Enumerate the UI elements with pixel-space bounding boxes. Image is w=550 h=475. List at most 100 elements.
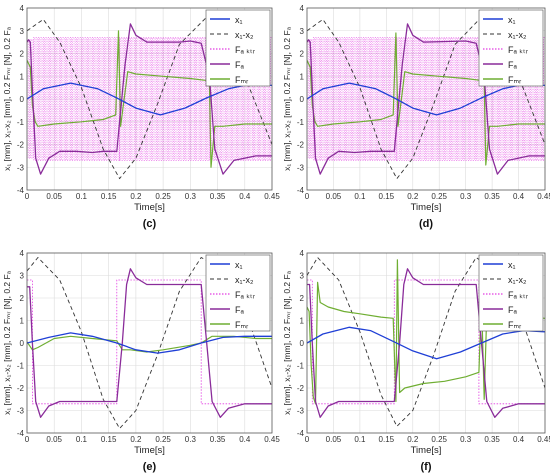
series-layer bbox=[307, 257, 545, 427]
y-tick-label: -3 bbox=[297, 407, 305, 416]
legend-label: Fₐ bbox=[508, 60, 517, 70]
legend-label: x₁-x₂ bbox=[508, 275, 527, 285]
legend: x₁ x₁-x₂ Fₐ ₖₜᵣ Fₐ Fₘᵣ bbox=[205, 9, 271, 87]
legend-label: x₁-x₂ bbox=[235, 30, 254, 40]
axes-frame bbox=[26, 252, 273, 434]
y-tick-label: 3 bbox=[20, 27, 25, 36]
legend-label: Fₐ bbox=[508, 305, 517, 315]
x-tick-label: 0.4 bbox=[239, 192, 251, 201]
y-axis-label: x₁ [mm], x₁-x₂ [mm], 0.2 Fₘᵣ [N], 0.2 Fₐ bbox=[282, 26, 292, 171]
x-tick-label: 0.35 bbox=[210, 435, 226, 444]
legend-label: x₁ bbox=[508, 260, 516, 270]
series-layer bbox=[307, 16, 545, 180]
x-axis-label: Time[s] bbox=[411, 445, 442, 456]
axes-frame bbox=[306, 7, 546, 191]
series-x1 bbox=[27, 82, 272, 116]
series-fmr bbox=[307, 259, 545, 405]
series-fa bbox=[307, 268, 545, 418]
legend: x₁ x₁-x₂ Fₐ ₖₜᵣ Fₐ Fₘᵣ bbox=[478, 9, 544, 87]
series-fa bbox=[307, 23, 545, 175]
y-axis-label: x₁ [mm], x₁-x₂ [mm], 0.2 Fₘᵣ [N], 0.2 Fₐ bbox=[282, 270, 292, 415]
y-tick-label: -1 bbox=[17, 118, 25, 127]
y-axis-label: x₁ [mm], x₁-x₂ [mm], 0.2 Fₘᵣ [N], 0.2 Fₐ bbox=[2, 270, 12, 415]
y-tick-label: 1 bbox=[20, 72, 25, 81]
y-tick-label: 1 bbox=[300, 72, 305, 81]
x-tick-label: 0.2 bbox=[130, 435, 142, 444]
y-tick-label: -4 bbox=[17, 186, 25, 195]
series-fa bbox=[27, 268, 272, 418]
y-tick-label: 0 bbox=[300, 339, 305, 348]
y-tick-label: 0 bbox=[300, 95, 305, 104]
x-tick-label: 0.05 bbox=[46, 435, 62, 444]
y-tick-label: -2 bbox=[297, 384, 305, 393]
series-fa bbox=[27, 23, 272, 175]
legend-label: x₁ bbox=[508, 15, 516, 25]
chart-panel-e: 0 0.05 0.1 0.15 0.2 0.25 0.3 0.35 0.4 0.45 -4 -3 -2 -… bbox=[2, 249, 280, 473]
legend-label: Fₐ ₖₜᵣ bbox=[235, 45, 255, 55]
x-tick-label: 0.15 bbox=[101, 192, 117, 201]
chart-panel-f: 0 0.05 0.1 0.15 0.2 0.25 0.3 0.35 0.4 0.45 -4 -3 -2 -… bbox=[282, 249, 550, 473]
x-tick-label: 0.35 bbox=[484, 435, 500, 444]
y-tick-label: -1 bbox=[297, 118, 305, 127]
x-tick-label: 0.25 bbox=[431, 192, 447, 201]
series-x1 bbox=[307, 326, 545, 360]
legend-label: Fₘᵣ bbox=[235, 75, 248, 85]
x-tick-label: 0.1 bbox=[76, 435, 88, 444]
x-tick-label: 0 bbox=[305, 435, 310, 444]
x-axis-label: Time[s] bbox=[411, 202, 442, 213]
y-tick-label: -3 bbox=[17, 163, 25, 172]
y-tick-label: 4 bbox=[20, 249, 25, 258]
x-tick-label: 0.1 bbox=[76, 192, 88, 201]
y-tick-label: 2 bbox=[300, 50, 305, 59]
chart-panel-d: 0 0.05 0.1 0.15 0.2 0.25 0.3 0.35 0.4 0.45 -4 -3 -2 -… bbox=[282, 4, 550, 230]
y-tick-label: 0 bbox=[20, 95, 25, 104]
axes-frame bbox=[26, 7, 273, 191]
legend-label: Fₘᵣ bbox=[235, 320, 248, 330]
y-tick-label: 1 bbox=[20, 317, 25, 326]
x-axis-label: Time[s] bbox=[134, 202, 165, 213]
x-tick-label: 0.15 bbox=[379, 435, 395, 444]
x-tick-label: 0.3 bbox=[460, 435, 472, 444]
x-tick-label: 0.3 bbox=[185, 435, 197, 444]
y-tick-label: -4 bbox=[297, 429, 305, 438]
legend: x₁ x₁-x₂ Fₐ ₖₜᵣ Fₐ Fₘᵣ bbox=[478, 254, 544, 332]
y-tick-label: -3 bbox=[297, 163, 305, 172]
x-tick-label: 0 bbox=[305, 192, 310, 201]
y-tick-label: 2 bbox=[20, 50, 25, 59]
x-tick-label: 0.25 bbox=[155, 192, 171, 201]
x-tick-label: 0.4 bbox=[513, 435, 525, 444]
y-tick-label: 3 bbox=[300, 27, 305, 36]
y-tick-label: -4 bbox=[297, 186, 305, 195]
y-tick-label: 3 bbox=[20, 272, 25, 281]
x-tick-label: 0.25 bbox=[431, 435, 447, 444]
y-tick-label: 2 bbox=[300, 294, 305, 303]
y-tick-label: -1 bbox=[17, 362, 25, 371]
x-tick-label: 0.35 bbox=[210, 192, 226, 201]
x-tick-label: 0.1 bbox=[354, 435, 366, 444]
x-tick-label: 0.05 bbox=[46, 192, 62, 201]
y-tick-label: 4 bbox=[300, 4, 305, 13]
legend-label: Fₘᵣ bbox=[508, 320, 521, 330]
chart-panel-c: 0 0.05 0.1 0.15 0.2 0.25 0.3 0.35 0.4 0.45 -4 -3 -2 -… bbox=[2, 4, 280, 230]
x-tick-label: 0.45 bbox=[537, 192, 550, 201]
x-tick-label: 0.4 bbox=[513, 192, 525, 201]
y-tick-label: 3 bbox=[300, 272, 305, 281]
legend-label: Fₐ bbox=[235, 60, 244, 70]
legend-label: Fₐ ₖₜᵣ bbox=[508, 45, 528, 55]
x-tick-label: 0.25 bbox=[155, 435, 171, 444]
legend: x₁ x₁-x₂ Fₐ ₖₜᵣ Fₐ Fₘᵣ bbox=[205, 254, 271, 332]
y-tick-label: -2 bbox=[17, 141, 25, 150]
x-tick-label: 0.3 bbox=[460, 192, 472, 201]
series-fa-ctr bbox=[307, 279, 545, 405]
series-x1-x2 bbox=[307, 257, 545, 427]
panel-label: (f) bbox=[421, 461, 432, 473]
x-tick-label: 0.05 bbox=[326, 435, 342, 444]
legend-label: Fₐ ₖₜᵣ bbox=[508, 290, 528, 300]
series-x1-x2 bbox=[27, 257, 272, 429]
legend-label: x₁-x₂ bbox=[235, 275, 254, 285]
y-tick-label: 4 bbox=[300, 249, 305, 258]
x-tick-label: 0.05 bbox=[326, 192, 342, 201]
panel-label: (d) bbox=[419, 218, 433, 230]
x-tick-label: 0.15 bbox=[379, 192, 395, 201]
y-tick-label: 2 bbox=[20, 294, 25, 303]
